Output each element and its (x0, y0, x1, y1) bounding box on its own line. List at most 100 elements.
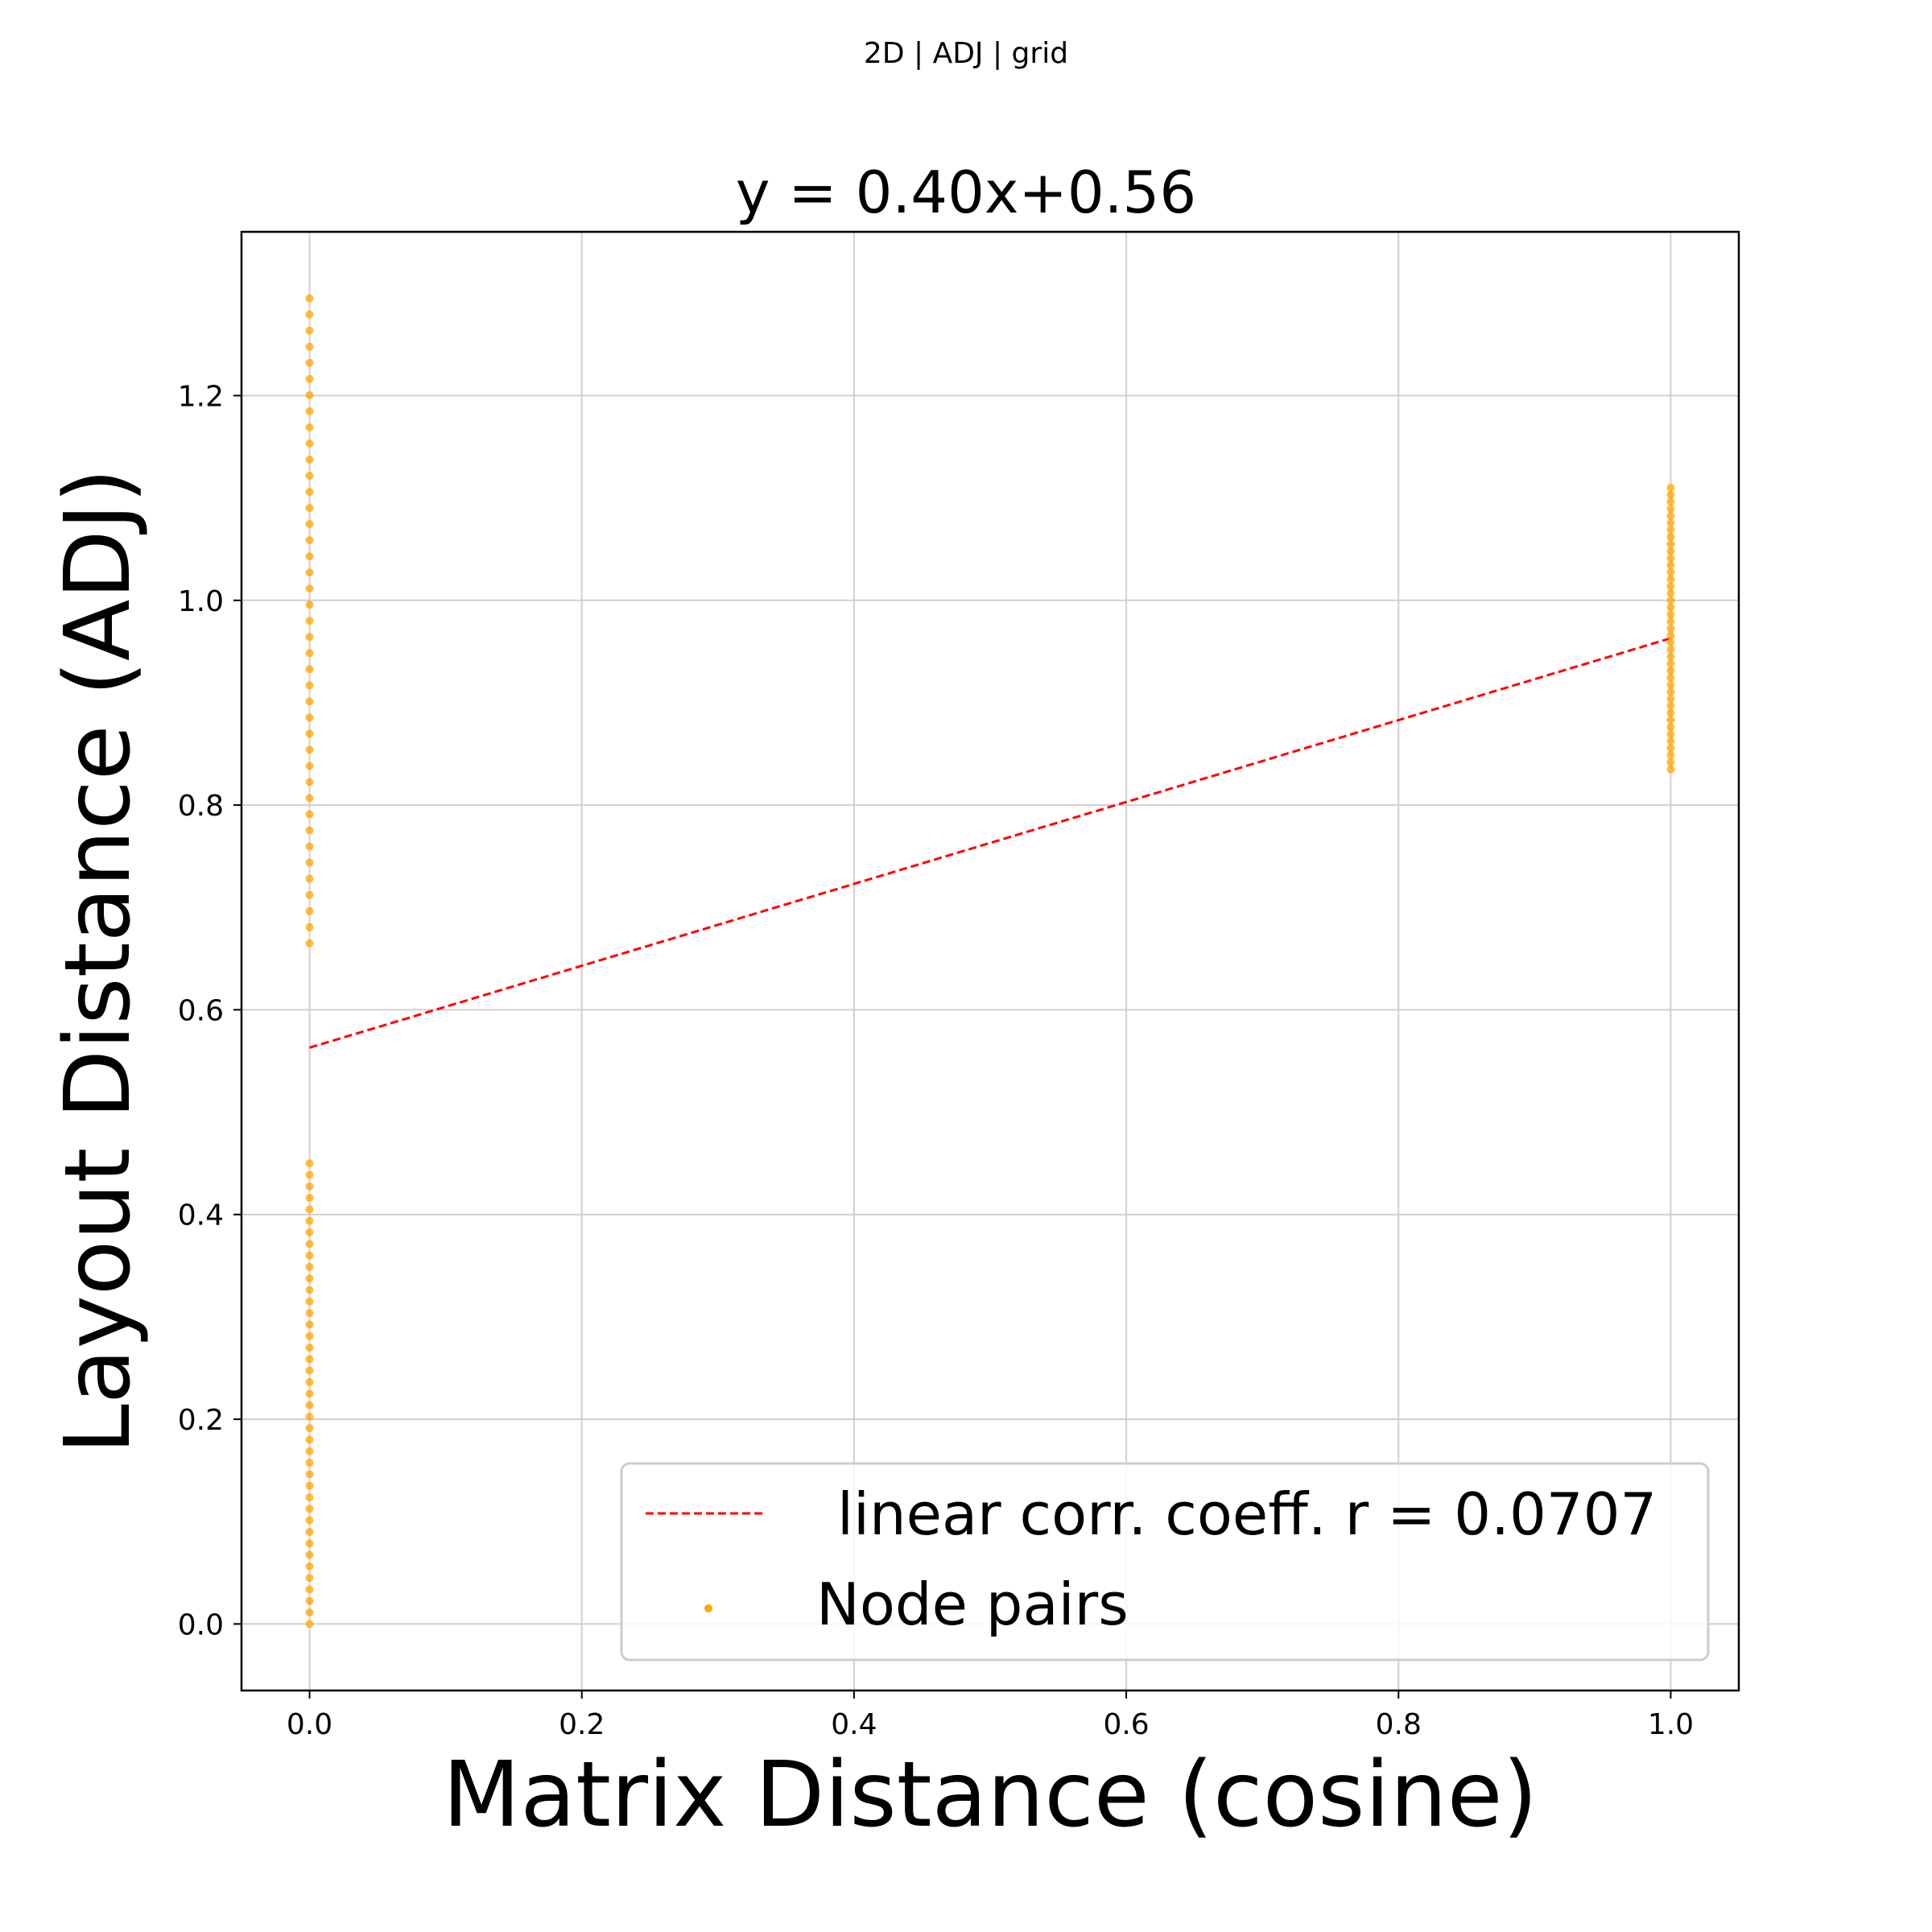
node-pair-point (1666, 582, 1675, 591)
node-pair-point (305, 1401, 314, 1410)
node-pair-point (1666, 617, 1675, 625)
y-tick-label: 0.0 (178, 1608, 224, 1641)
node-pair-point (305, 423, 314, 431)
node-pair-point (1666, 680, 1675, 689)
node-pair-point (1666, 687, 1675, 696)
node-pair-point (305, 1297, 314, 1306)
node-pair-point (305, 1608, 314, 1617)
node-pair-point (1666, 624, 1675, 633)
node-pair-point (305, 1251, 314, 1260)
node-pair-point (305, 1424, 314, 1433)
node-pair-point (305, 713, 314, 722)
node-pair-point (305, 1216, 314, 1225)
node-pair-point (305, 1331, 314, 1340)
node-pair-point (305, 1492, 314, 1501)
y-tick-label: 0.6 (178, 994, 224, 1027)
node-pair-point (1666, 765, 1675, 774)
node-pair-point (305, 1516, 314, 1525)
y-axis-label: Layout Distance (ADJ) (46, 469, 151, 1455)
node-pair-point (1666, 603, 1675, 612)
node-pair-point (1666, 596, 1675, 605)
node-pair-point (305, 906, 314, 915)
node-pair-point (305, 665, 314, 674)
node-pair-point (1666, 695, 1675, 704)
node-pair-point (305, 649, 314, 658)
node-pair-point (1666, 589, 1675, 598)
node-pair-point (305, 1389, 314, 1398)
x-tick-label: 1.0 (1648, 1708, 1694, 1741)
node-pair-point (305, 1309, 314, 1318)
node-pair-point (1666, 631, 1675, 640)
node-pair-point (305, 1470, 314, 1479)
node-pair-point (1666, 744, 1675, 753)
node-pair-point (1666, 701, 1675, 710)
x-tick-label: 0.6 (1103, 1708, 1149, 1741)
fit-line (309, 637, 1671, 1049)
x-tick-label: 0.4 (831, 1708, 877, 1741)
node-pair-point (305, 294, 314, 303)
node-pair-point (305, 1228, 314, 1236)
node-pair-point (305, 471, 314, 480)
node-pair-point (1666, 505, 1675, 514)
node-pair-point (305, 842, 314, 851)
node-pair-point (1666, 561, 1675, 570)
node-pair-point (305, 1505, 314, 1513)
fit-line-layer (309, 637, 1671, 1049)
x-tick-label: 0.8 (1376, 1708, 1422, 1741)
node-pair-point (305, 1574, 314, 1583)
y-tick-label: 0.4 (178, 1199, 224, 1232)
node-pair-point (305, 890, 314, 899)
node-pair-point (305, 1620, 314, 1629)
plot-frame (240, 230, 1740, 1692)
node-pair-point (305, 439, 314, 448)
node-pair-point (305, 1459, 314, 1468)
node-pair-point (1666, 659, 1675, 668)
node-pair-point (1666, 638, 1675, 647)
node-pair-point (1666, 554, 1675, 563)
node-pair-point (305, 1170, 314, 1179)
node-pair-point (1666, 539, 1675, 548)
node-pair-point (305, 1286, 314, 1294)
node-pair-point (305, 601, 314, 609)
node-pair-point (305, 1562, 314, 1571)
grid-lines (242, 232, 1739, 1690)
node-pair-point (305, 617, 314, 625)
node-pair-point (305, 1240, 314, 1249)
node-pair-point (305, 374, 314, 383)
node-pair-point (305, 762, 314, 770)
figure-suptitle: 2D | ADJ | grid (864, 37, 1068, 70)
legend-node-pairs-marker (704, 1604, 712, 1612)
legend: linear corr. coeff. r = 0.0707 Node pair… (620, 1462, 1710, 1662)
node-pair-point (305, 1377, 314, 1386)
node-pair-point (305, 310, 314, 319)
node-pair-point (305, 1366, 314, 1375)
legend-fit-line-label: linear corr. coeff. r = 0.0707 (837, 1480, 1657, 1548)
node-pair-point (305, 633, 314, 642)
x-axis-label: Matrix Distance (cosine) (443, 1743, 1538, 1847)
node-pair-point (1666, 518, 1675, 527)
node-pair-point (1666, 758, 1675, 766)
node-pair-point (305, 342, 314, 351)
node-pair-point (1666, 716, 1675, 724)
node-pair-point (1666, 667, 1675, 675)
node-pair-point (1666, 729, 1675, 738)
node-pair-point (1666, 533, 1675, 542)
node-pair-point (305, 1182, 314, 1191)
node-pair-point (1666, 708, 1675, 717)
node-pair-point (305, 858, 314, 867)
y-axis-ticks: 0.0 0.2 0.4 0.6 0.8 1.0 1.2 (178, 380, 242, 1641)
node-pair-point (1666, 610, 1675, 619)
node-pair-point (1666, 751, 1675, 760)
node-pair-point (305, 1274, 314, 1283)
node-pair-point (305, 390, 314, 399)
y-tick-label: 0.2 (178, 1404, 224, 1437)
node-pair-point (305, 810, 314, 819)
chart-title: y = 0.40x+0.56 (736, 159, 1196, 226)
node-pair-point (305, 681, 314, 690)
node-pair-point (305, 1412, 314, 1421)
node-pair-point (305, 697, 314, 706)
node-pair-point (305, 584, 314, 593)
node-pair-point (1666, 737, 1675, 745)
node-pair-point (305, 455, 314, 464)
